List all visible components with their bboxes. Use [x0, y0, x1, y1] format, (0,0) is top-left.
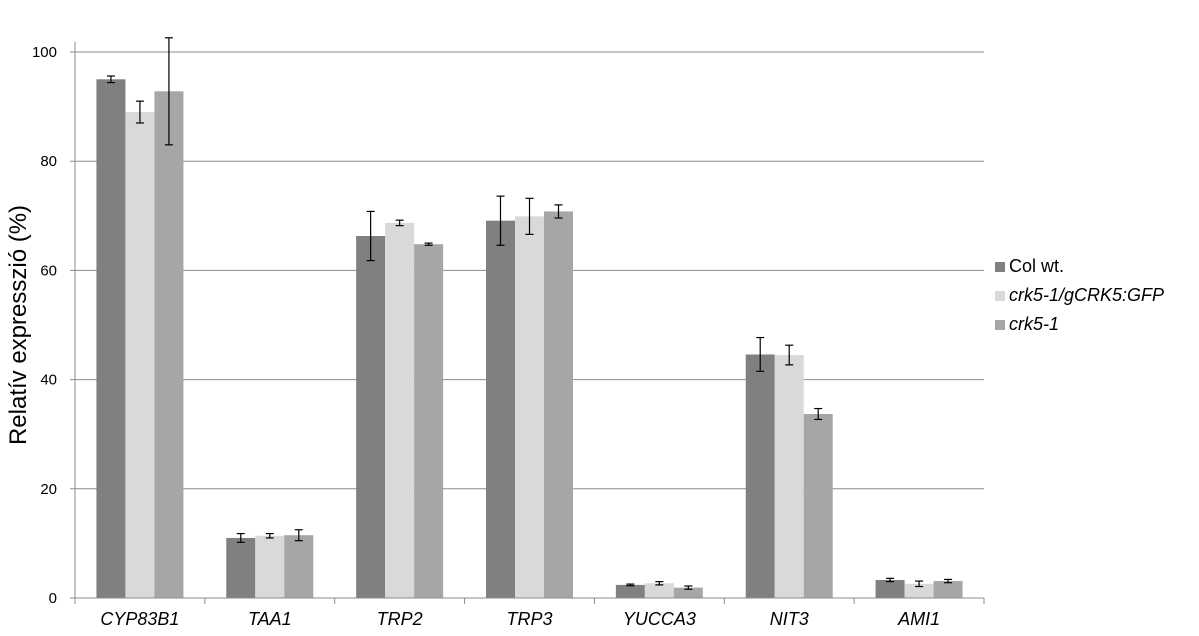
legend-label: crk5-1	[1009, 314, 1059, 334]
bar	[515, 216, 544, 598]
legend-swatch	[995, 291, 1005, 301]
bar	[356, 236, 386, 598]
y-tick-label: 40	[40, 372, 57, 389]
x-category-label: NIT3	[770, 609, 809, 629]
bar	[544, 211, 573, 598]
y-tick-label: 0	[49, 590, 57, 607]
bar	[875, 579, 905, 598]
bar	[255, 535, 285, 598]
legend-swatch	[995, 320, 1005, 330]
category-labels: CYP83B1 TAA1 TRP2 TRP3 YUCCA3 NIT3 AMI1	[100, 609, 940, 629]
bar	[933, 581, 963, 598]
bar	[673, 587, 703, 598]
x-category-label: TRP2	[377, 609, 423, 629]
y-tick-label: 100	[32, 44, 57, 61]
bar	[644, 583, 674, 598]
legend: Col wt. crk5-1/gCRK5:GFP crk5-1	[995, 256, 1164, 334]
x-category-label: TAA1	[248, 609, 292, 629]
x-category-label: CYP83B1	[100, 609, 179, 629]
bars	[96, 79, 963, 599]
bar	[486, 220, 515, 599]
bar	[154, 91, 184, 598]
x-category-label: YUCCA3	[623, 609, 696, 629]
y-axis-label: Relatív expresszió (%)	[5, 205, 32, 445]
x-category-label: TRP3	[506, 609, 552, 629]
y-tick-label: 80	[40, 153, 57, 170]
bar	[284, 535, 314, 598]
y-tick-label: 60	[40, 262, 57, 279]
legend-label: Col wt.	[1009, 256, 1064, 276]
error-bars	[106, 37, 953, 590]
x-category-label: AMI1	[897, 609, 940, 629]
bar	[745, 354, 775, 598]
bar	[615, 584, 645, 598]
bar	[774, 355, 804, 598]
y-axis-ticks: 0 20 40 60 80 100	[32, 44, 75, 607]
bar	[414, 244, 444, 598]
axes	[74, 42, 985, 604]
bar	[226, 537, 256, 598]
bar	[125, 112, 155, 598]
bar	[96, 79, 126, 599]
legend-label: crk5-1/gCRK5:GFP	[1009, 285, 1164, 305]
bar	[904, 583, 934, 598]
y-tick-label: 20	[40, 481, 57, 498]
legend-swatch	[995, 262, 1005, 272]
bar	[385, 222, 415, 598]
bar	[803, 413, 833, 598]
